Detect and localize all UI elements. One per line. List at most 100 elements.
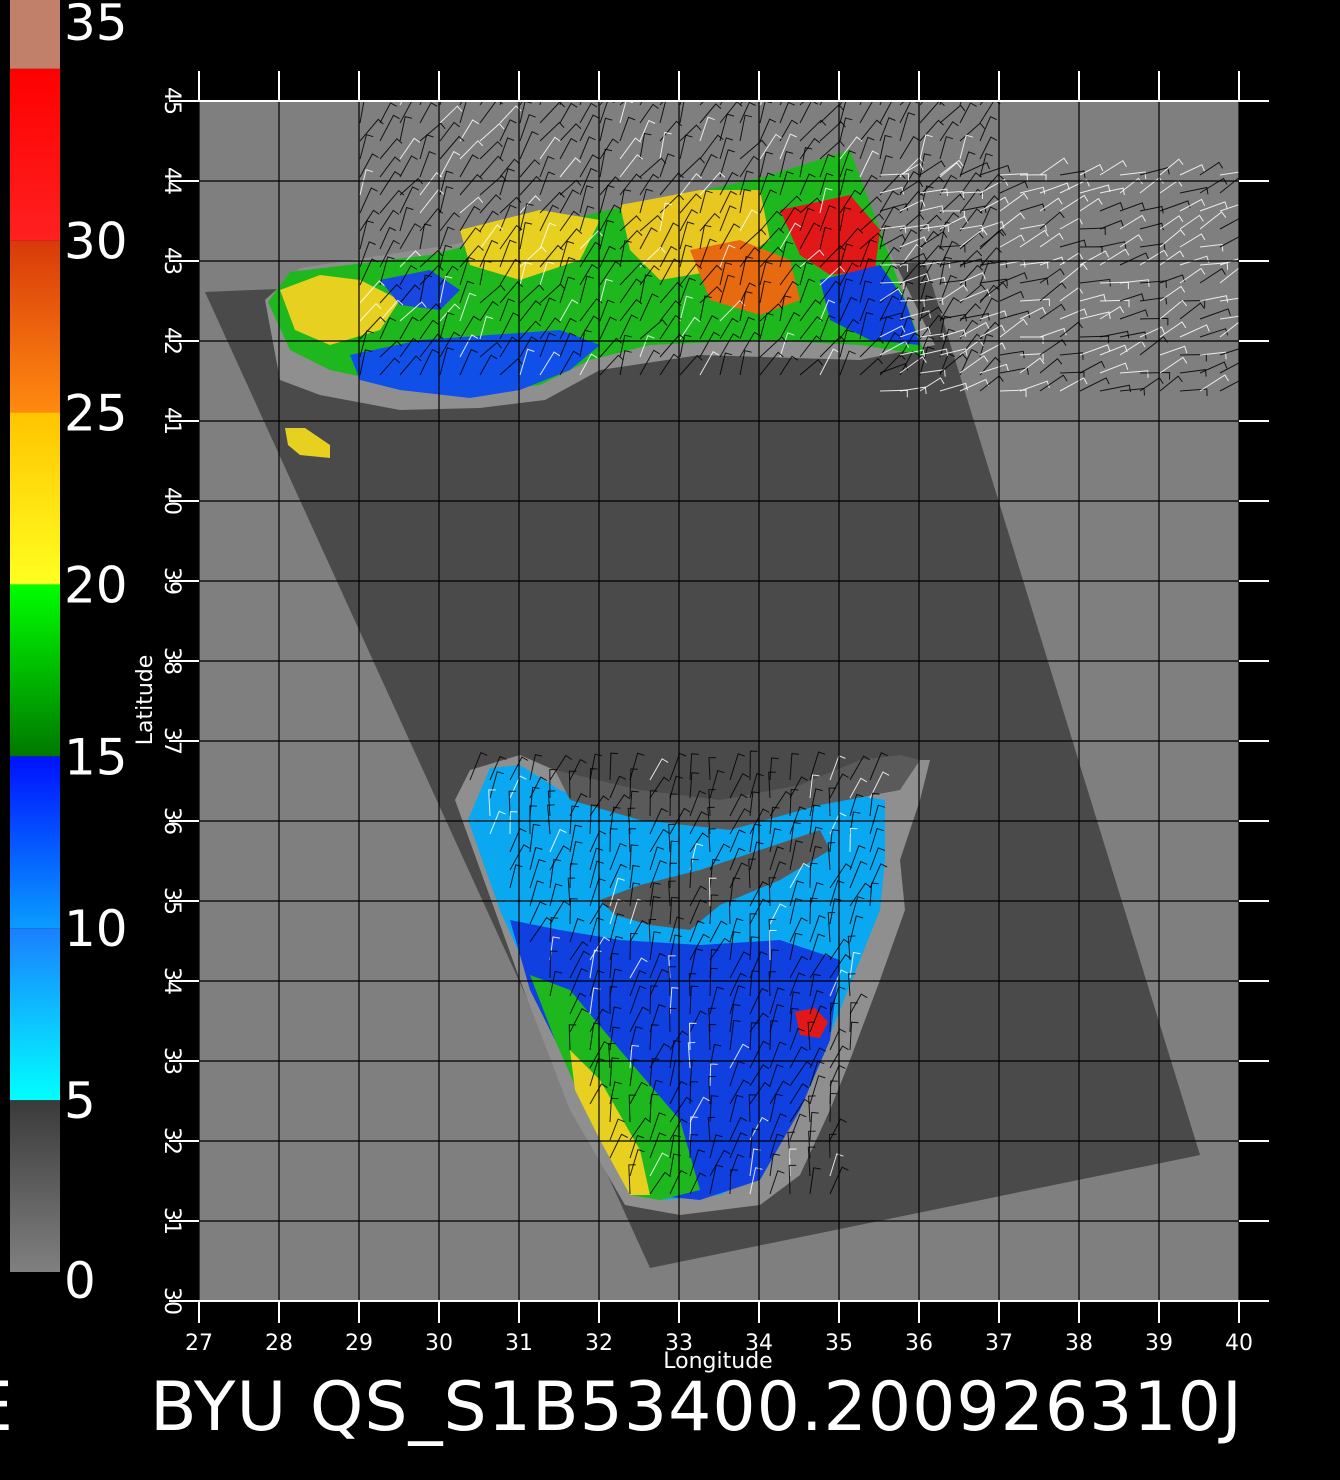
wind-barb [499, 358, 523, 376]
wind-barb [839, 318, 860, 340]
wind-barb [919, 231, 948, 248]
x-tick-label: 35 [825, 1331, 853, 1356]
wind-barb [539, 171, 556, 196]
wind-barb [809, 845, 823, 871]
wind-barb [1179, 186, 1209, 195]
wind-barb [859, 119, 883, 142]
wind-barb [689, 1149, 706, 1177]
wind-barb [759, 227, 785, 250]
wind-barb [979, 278, 1008, 287]
wind-barb [869, 752, 888, 781]
wind-barb [839, 227, 864, 250]
wind-barb [729, 1169, 738, 1195]
wind-barb [999, 212, 1026, 230]
wind-barb [769, 1020, 778, 1051]
wind-barb [899, 112, 916, 142]
wind-barb [789, 776, 808, 799]
wind-barb [509, 864, 523, 889]
wind-barb [547, 804, 555, 835]
wind-barb [899, 229, 918, 250]
wind-barb [439, 347, 455, 376]
wind-barb [1079, 184, 1111, 194]
colorbar-label: 15 [64, 728, 128, 786]
wind-barb [509, 756, 529, 781]
wind-barb [669, 775, 683, 799]
wind-barb [1159, 375, 1183, 392]
wind-barb [819, 172, 834, 196]
wind-barb [749, 951, 768, 979]
wind-barb [1099, 299, 1130, 308]
wind-barb [759, 189, 777, 214]
wind-barb [709, 894, 719, 925]
y-tick-label: 33 [159, 1047, 184, 1075]
wind-barb [769, 1153, 781, 1177]
wind-barb [819, 153, 835, 178]
wind-barb [629, 864, 640, 889]
wind-barb [939, 240, 959, 268]
wind-barb [659, 120, 683, 142]
wind-barb [849, 845, 866, 871]
wind-barb [609, 1097, 619, 1123]
wind-barb [789, 917, 808, 943]
x-tick-label: 40 [1225, 1331, 1253, 1356]
wind-barb [619, 215, 642, 232]
wind-barb [609, 952, 619, 979]
wind-barb [439, 265, 459, 286]
wind-barb [699, 103, 722, 124]
wind-barb [629, 882, 641, 907]
wind-barb [879, 287, 903, 302]
wind-barb [649, 882, 661, 907]
wind-barb [879, 134, 893, 160]
wind-barb [579, 114, 600, 142]
wind-barb [759, 351, 784, 376]
wind-barb [499, 119, 517, 142]
wind-barb [499, 312, 520, 340]
wind-barb [579, 102, 598, 124]
wind-barb [549, 828, 567, 853]
wind-barb [959, 321, 990, 338]
wind-barb [1059, 377, 1088, 392]
wind-barb [549, 950, 558, 979]
wind-barb [959, 102, 977, 124]
wind-barb [489, 755, 507, 781]
black-sea-wind-orange [690, 240, 800, 315]
wind-barb [639, 157, 667, 178]
wind-barb [769, 1080, 790, 1105]
wind-barb [699, 224, 712, 250]
wind-barb [819, 226, 832, 250]
wind-barb [899, 170, 920, 196]
wind-barb [719, 223, 741, 250]
wind-barb [539, 283, 566, 304]
wind-barb [749, 791, 760, 817]
black-sea-wind-blue-mid [380, 270, 460, 310]
wind-barb [827, 842, 836, 871]
wind-barb [919, 377, 945, 392]
wind-barb [379, 226, 397, 250]
wind-barb [639, 214, 663, 232]
wind-barb [669, 1118, 688, 1141]
wind-barb [359, 302, 382, 322]
wind-barb [689, 933, 710, 961]
wind-barb [519, 284, 545, 304]
wind-barb [619, 229, 643, 250]
wind-barb [619, 334, 632, 358]
wind-barb [399, 155, 418, 178]
wind-barb [789, 1083, 809, 1105]
wind-barb [1059, 321, 1083, 338]
wind-barb [1079, 377, 1110, 392]
wind-barb [609, 1026, 621, 1051]
colorbar-segment [10, 756, 60, 929]
wind-barb [779, 101, 796, 124]
wind-barb [739, 291, 753, 322]
wind-barb [649, 860, 667, 889]
wind-barb [659, 101, 667, 124]
wind-barb [559, 123, 582, 142]
wind-barb [589, 768, 598, 799]
wind-barb [859, 280, 873, 304]
wind-barb [879, 332, 901, 358]
wind-barb [668, 1007, 677, 1033]
wind-barb [1139, 222, 1164, 231]
wind-barb [819, 187, 833, 214]
wind-barb [808, 1130, 816, 1159]
wind-barb [479, 210, 499, 232]
